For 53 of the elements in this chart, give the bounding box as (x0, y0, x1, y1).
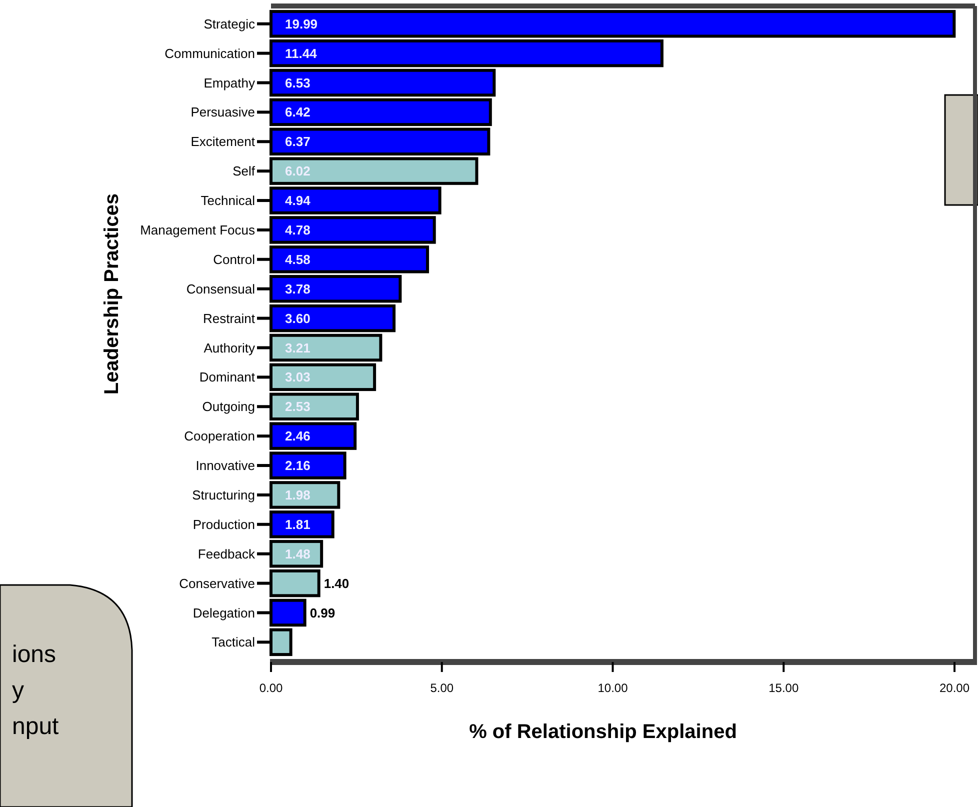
x-tick-label: 5.00 (430, 681, 454, 695)
y-tick-label: Management Focus (140, 222, 256, 238)
data-label: 4.94 (285, 193, 312, 208)
data-label: 4.78 (285, 222, 310, 238)
data-label: 11.44 (285, 46, 318, 61)
y-tick-label: Authority (204, 340, 256, 356)
data-label: 4.58 (285, 252, 310, 267)
data-label: 2.46 (285, 428, 310, 444)
x-axis-title: % of Relationship Explained (469, 721, 737, 743)
y-tick-label: Control (213, 252, 256, 267)
y-tick-label: Excitement (190, 134, 256, 150)
y-tick-label: Structuring (192, 487, 255, 502)
y-tick-label: Outgoing (202, 399, 255, 414)
text: nput (12, 713, 60, 740)
y-tick-label: Dominant (199, 370, 256, 385)
y-tick-label: Communication (164, 46, 255, 61)
data-label: 3.21 (285, 340, 310, 356)
y-tick-label: Cooperation (184, 428, 255, 444)
text: y (12, 677, 24, 704)
x-tick-label: 10.00 (598, 681, 628, 695)
data-label: 2.53 (285, 399, 310, 414)
data-label: 6.42 (285, 104, 310, 120)
data-label: 1.40 (324, 576, 350, 591)
y-tick-label: Consensual (186, 281, 256, 296)
y-tick-label: Innovative (196, 458, 255, 474)
text: ions (12, 641, 56, 668)
data-label: 6.53 (285, 75, 310, 90)
data-label: 19.99 (285, 16, 318, 32)
y-tick-label: Strategic (204, 16, 256, 32)
x-tick-label: 0.00 (259, 681, 283, 695)
data-label: 0.99 (310, 605, 336, 620)
data-label: 1.98 (285, 487, 310, 502)
y-tick-label: Delegation (192, 605, 255, 620)
data-label: 1.48 (285, 546, 310, 562)
y-tick-label: Restraint (202, 310, 256, 326)
y-tick-label: Empathy (204, 75, 256, 90)
data-label: 6.02 (285, 164, 310, 179)
x-tick-label: 20.00 (939, 681, 970, 695)
data-label: 3.60 (285, 310, 310, 326)
y-tick-label: Self (232, 164, 256, 179)
y-tick-label: Conservative (179, 576, 255, 591)
y-tick-label: Persuasive (190, 104, 255, 120)
y-axis-title: Leadership Practices (101, 193, 123, 395)
data-label: 3.03 (285, 370, 310, 385)
data-label: 1.81 (285, 516, 310, 532)
y-tick-label: Tactical (212, 634, 256, 650)
y-tick-label: Feedback (198, 546, 256, 562)
y-tick-label: Production (192, 516, 255, 532)
data-label: 2.16 (285, 458, 310, 474)
x-tick-label: 15.00 (768, 681, 799, 695)
data-label: 6.37 (285, 134, 310, 150)
y-tick-label: Technical (200, 193, 256, 208)
data-label: 3.78 (285, 281, 310, 296)
